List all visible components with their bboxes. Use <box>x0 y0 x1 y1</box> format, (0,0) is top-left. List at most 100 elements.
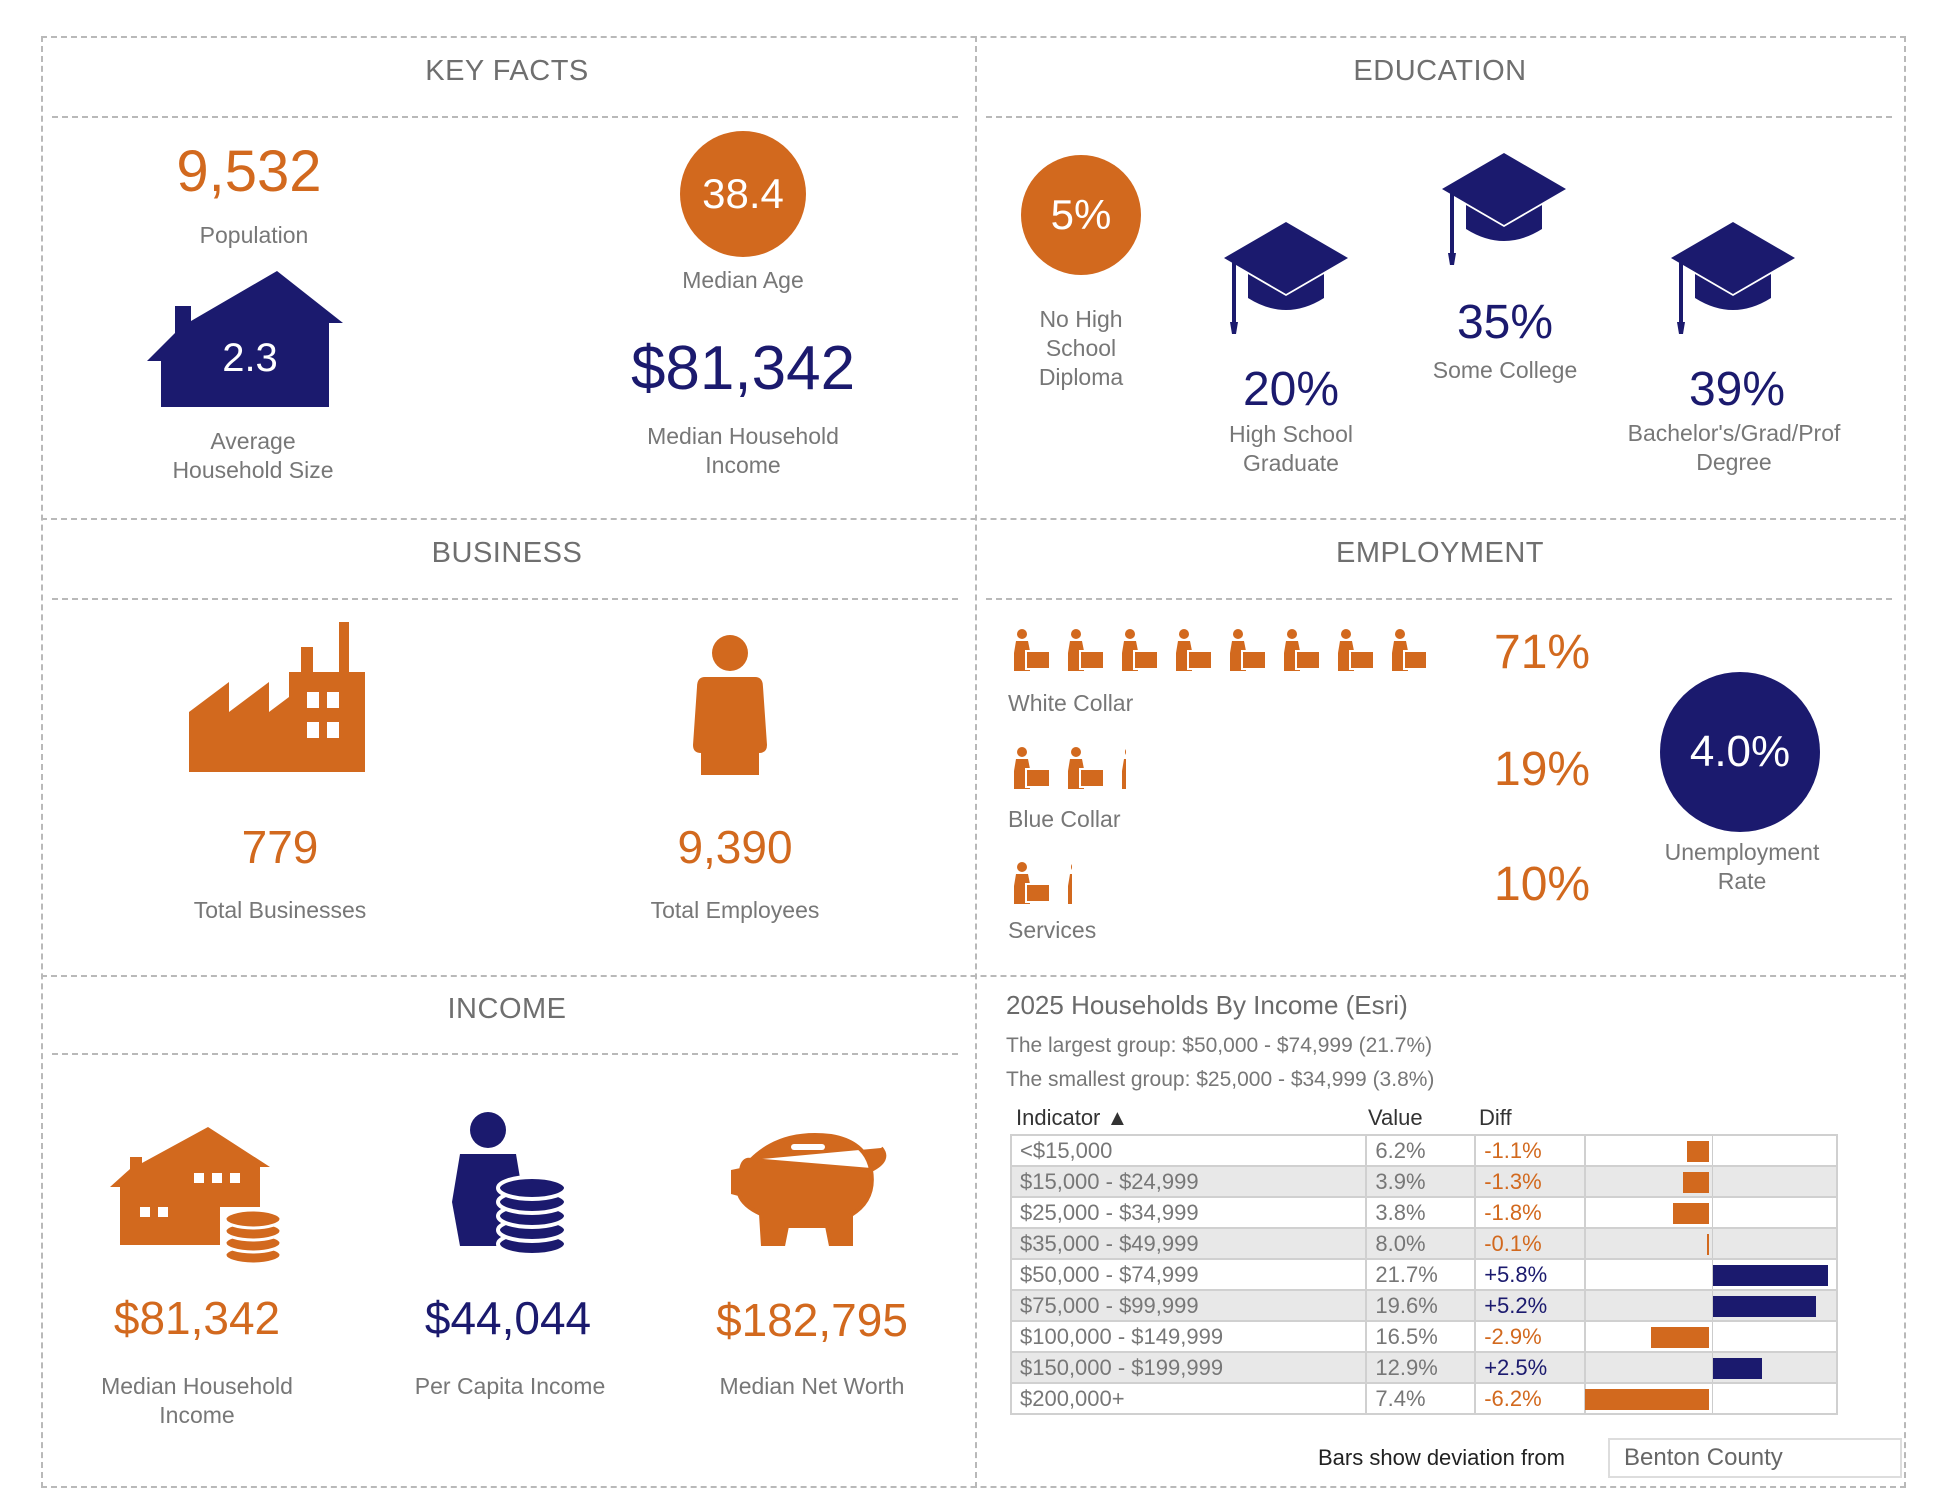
header-line <box>52 116 958 118</box>
household-size-value: 2.3 <box>222 336 278 380</box>
household-size-label: Average Household Size <box>172 428 334 483</box>
zero-axis <box>1712 1198 1714 1227</box>
largest-group-text: The largest group: $50,000 - $74,999 (21… <box>1006 1034 1433 1057</box>
white-collar-worker-icon <box>1012 629 1052 671</box>
white-collar-worker-icon <box>1174 629 1214 671</box>
indicator-cell: $75,000 - $99,999 <box>1009 1289 1368 1322</box>
table-row[interactable]: <$15,000 6.2% -1.1% <box>1009 1134 1838 1167</box>
zero-axis <box>1712 1260 1714 1289</box>
value-cell: 7.4% <box>1365 1382 1477 1415</box>
diff-cell: -6.2% <box>1474 1382 1587 1415</box>
bachelors-value: 39% <box>1688 363 1786 416</box>
zero-axis <box>1712 1353 1714 1382</box>
median-age-circle: 38.4 <box>680 131 806 257</box>
sort-ascending-icon: ▲ <box>1106 1105 1129 1130</box>
hs-grad-label: High School Graduate <box>1228 421 1354 476</box>
unemployment-circle: 4.0% <box>1660 672 1820 832</box>
white-collar-worker-icon <box>1120 629 1160 671</box>
blue-collar-worker-icon <box>1012 747 1052 789</box>
zero-axis <box>1712 1167 1714 1196</box>
indicator-cell: $25,000 - $34,999 <box>1009 1196 1368 1229</box>
diff-cell: -2.9% <box>1474 1320 1587 1353</box>
house-icon <box>147 271 343 407</box>
factory-icon <box>189 622 365 772</box>
median-net-worth-label: Median Net Worth <box>719 1373 905 1399</box>
some-college-value: 35% <box>1456 296 1554 349</box>
value-cell: 3.9% <box>1365 1165 1477 1198</box>
white-collar-worker-icon <box>1282 629 1322 671</box>
employment-percent: 19% <box>1494 743 1591 796</box>
diff-column-header[interactable]: Diff <box>1479 1105 1512 1130</box>
indicator-cell: $100,000 - $149,999 <box>1009 1320 1368 1353</box>
service-worker-icon <box>1012 862 1052 904</box>
bar-cell <box>1584 1165 1838 1198</box>
income-table: <$15,000 6.2% -1.1% $15,000 - $24,999 3.9% -1… <box>1009 1134 1838 1415</box>
table-row[interactable]: $100,000 - $149,999 16.5% -2.9% <box>1009 1320 1838 1353</box>
zero-axis <box>1712 1229 1714 1258</box>
bar-cell <box>1584 1258 1838 1291</box>
employment-category-label: Blue Collar <box>1008 806 1121 832</box>
median-income-label: Median Household Income <box>647 423 839 478</box>
bar-cell <box>1584 1320 1838 1353</box>
no-hs-label: No High School Diploma <box>1038 306 1124 390</box>
table-row[interactable]: $35,000 - $49,999 8.0% -0.1% <box>1009 1227 1838 1260</box>
value-cell: 8.0% <box>1365 1227 1477 1260</box>
deviation-bar <box>1651 1327 1709 1348</box>
service-worker-icon <box>1066 862 1072 904</box>
indicator-cell: $200,000+ <box>1009 1382 1368 1415</box>
deviation-bar <box>1585 1389 1709 1410</box>
median-hh-income-value: $81,342 <box>113 1292 281 1344</box>
key-facts-title: KEY FACTS <box>425 55 589 87</box>
indicator-column-header[interactable]: Indicator ▲ <box>1016 1105 1129 1130</box>
households-title: 2025 Households By Income (Esri) <box>1006 990 1408 1020</box>
deviation-note: Bars show deviation from <box>1318 1445 1565 1470</box>
table-row[interactable]: $150,000 - $199,999 12.9% +2.5% <box>1009 1351 1838 1384</box>
indicator-cell: $15,000 - $24,999 <box>1009 1165 1368 1198</box>
piggy-bank-icon <box>731 1133 887 1246</box>
value-cell: 19.6% <box>1365 1289 1477 1322</box>
white-collar-worker-icon <box>1390 629 1426 671</box>
deviation-bar <box>1712 1358 1763 1379</box>
indicator-cell: <$15,000 <box>1009 1134 1368 1167</box>
unemployment-label: Unemployment Rate <box>1664 839 1820 894</box>
value-column-header[interactable]: Value <box>1368 1105 1423 1130</box>
table-row[interactable]: $50,000 - $74,999 21.7% +5.8% <box>1009 1258 1838 1291</box>
diff-cell: -1.1% <box>1474 1134 1587 1167</box>
zero-axis <box>1712 1384 1714 1413</box>
value-cell: 16.5% <box>1365 1320 1477 1353</box>
table-row[interactable]: $200,000+ 7.4% -6.2% <box>1009 1382 1838 1415</box>
diff-cell: -1.8% <box>1474 1196 1587 1229</box>
row-divider <box>41 975 1906 977</box>
employment-percent: 71% <box>1494 626 1591 679</box>
deviation-bar <box>1673 1203 1709 1224</box>
deviation-bar <box>1712 1296 1817 1317</box>
header-line <box>986 116 1892 118</box>
indicator-cell: $150,000 - $199,999 <box>1009 1351 1368 1384</box>
per-capita-person-coins-icon <box>452 1112 568 1257</box>
total-businesses-label: Total Businesses <box>193 897 367 923</box>
bar-cell <box>1584 1227 1838 1260</box>
table-row[interactable]: $75,000 - $99,999 19.6% +5.2% <box>1009 1289 1838 1322</box>
white-collar-worker-icon <box>1336 629 1376 671</box>
per-capita-income-value: $44,044 <box>424 1292 592 1344</box>
some-college-label: Some College <box>1432 357 1578 383</box>
total-businesses-value: 779 <box>241 821 319 873</box>
bar-cell <box>1584 1351 1838 1384</box>
bar-cell <box>1584 1289 1838 1322</box>
total-employees-label: Total Employees <box>650 897 820 923</box>
employment-percent: 10% <box>1494 858 1591 911</box>
population-label: Population <box>199 222 309 248</box>
header-line <box>52 1053 958 1055</box>
hs-grad-value: 20% <box>1242 363 1340 416</box>
deviation-bar <box>1683 1172 1709 1193</box>
white-collar-worker-icon <box>1066 629 1106 671</box>
employment-category-label: White Collar <box>1008 690 1134 716</box>
table-row[interactable]: $15,000 - $24,999 3.9% -1.3% <box>1009 1165 1838 1198</box>
table-row[interactable]: $25,000 - $34,999 3.8% -1.8% <box>1009 1196 1838 1229</box>
smallest-group-text: The smallest group: $25,000 - $34,999 (3… <box>1006 1068 1435 1091</box>
education-title: EDUCATION <box>1353 55 1527 87</box>
bachelors-label: Bachelor's/Grad/Prof Degree <box>1627 420 1841 475</box>
population-value: 9,532 <box>176 139 322 204</box>
comparison-area-select[interactable]: Benton County <box>1608 1438 1902 1478</box>
column-divider <box>975 36 977 1488</box>
